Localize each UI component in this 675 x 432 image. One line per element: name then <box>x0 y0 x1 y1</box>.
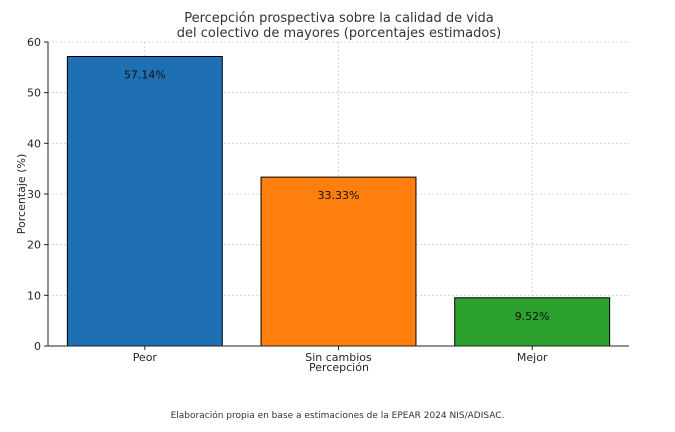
data-label: 9.52% <box>515 310 550 323</box>
source-caption: Elaboración propia en base a estimacione… <box>170 411 505 421</box>
data-label: 33.33% <box>318 189 360 202</box>
y-tick-label: 10 <box>27 289 41 302</box>
data-label: 57.14% <box>124 68 166 81</box>
x-tick-label: Sin cambios <box>305 351 372 364</box>
y-tick-label: 20 <box>27 239 41 252</box>
chart-title-line-1: Percepción prospectiva sobre la calidad … <box>184 11 494 26</box>
y-tick-label: 50 <box>27 87 41 100</box>
chart-title-line-2: del colectivo de mayores (porcentajes es… <box>177 26 501 41</box>
x-tick-label: Peor <box>133 351 158 364</box>
bar-chart: Percepción prospectiva sobre la calidad … <box>15 11 629 374</box>
x-axis-label: Percepción <box>309 361 369 374</box>
y-axis-label: Porcentaje (%) <box>15 154 28 234</box>
bar-sin-cambios <box>260 176 417 347</box>
axes-group: 0 10 20 30 40 50 60 Peor Sin cambios Mejor <box>27 36 629 364</box>
y-tick-label: 60 <box>27 36 41 49</box>
x-tick-label: Mejor <box>517 351 548 364</box>
bar-peor <box>66 55 223 347</box>
y-tick-label: 30 <box>27 188 41 201</box>
y-tick-label: 40 <box>27 137 41 150</box>
y-tick-label: 0 <box>34 340 41 353</box>
